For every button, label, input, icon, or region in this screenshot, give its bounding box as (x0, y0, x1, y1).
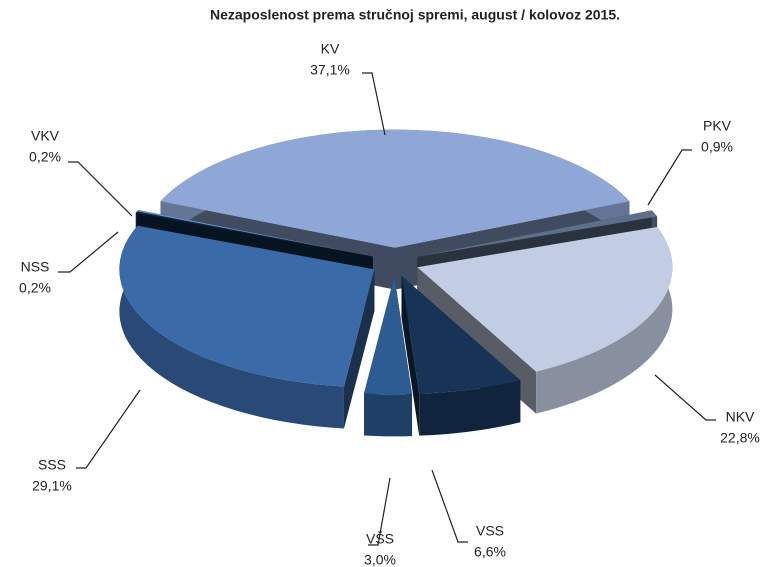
value-label: 0,2% (29, 149, 61, 165)
slice-side (536, 227, 673, 414)
slice-label: SSS (38, 457, 66, 473)
slice-label: VSS (476, 523, 504, 539)
leader-line (58, 231, 119, 273)
leader-line (431, 469, 468, 543)
slice (417, 227, 673, 372)
slice (135, 211, 373, 257)
slice (363, 276, 413, 395)
leader-line (76, 389, 141, 469)
value-label: 37,1% (310, 62, 350, 78)
slice (137, 210, 373, 257)
value-label: 6,6% (474, 544, 506, 560)
leader-line (68, 161, 133, 217)
leader-line (368, 477, 391, 546)
slice-label: PKV (703, 118, 732, 134)
slice-label: VŠS (366, 531, 394, 547)
slice-side (419, 380, 521, 436)
slice-label: KV (321, 41, 340, 57)
slice (160, 129, 630, 248)
slice-side (119, 225, 344, 429)
slice (417, 210, 658, 257)
chart-title: Nezaposlenost prema stručnoj spremi, aug… (210, 7, 620, 23)
slice (401, 275, 521, 394)
leader-line (362, 72, 386, 136)
value-label: 3,0% (364, 552, 396, 567)
value-label: 0,9% (701, 139, 733, 155)
value-label: 29,1% (32, 478, 72, 494)
slice-label: NSS (21, 259, 50, 275)
slice-side (363, 393, 413, 437)
slice-label: VKV (31, 128, 60, 144)
slice (119, 225, 375, 387)
value-label: 22,8% (720, 430, 760, 446)
slice-wall (401, 275, 420, 436)
leader-line (654, 374, 716, 421)
value-label: 0,2% (19, 280, 51, 296)
slice-label: NKV (726, 409, 755, 425)
leader-line (647, 149, 692, 206)
